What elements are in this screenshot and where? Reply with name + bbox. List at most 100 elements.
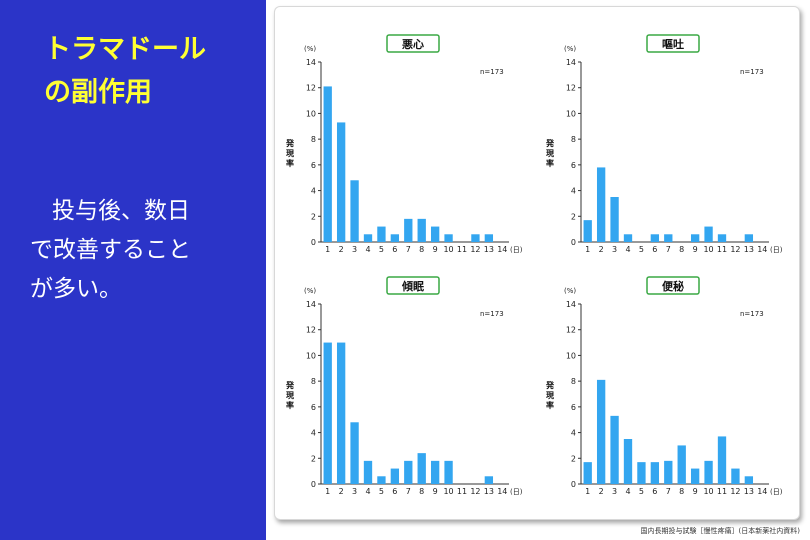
y-unit-label: (%) bbox=[564, 45, 576, 53]
bar bbox=[336, 122, 346, 242]
bar bbox=[350, 180, 359, 242]
bar bbox=[404, 218, 413, 242]
y-axis-label-char: 率 bbox=[286, 158, 294, 168]
bar bbox=[417, 218, 426, 242]
slide-body: 投与後、数日 で改善すること が多い。 bbox=[30, 192, 191, 309]
bar bbox=[650, 462, 660, 484]
x-tick-label: 3 bbox=[612, 487, 617, 496]
y-axis-label-char: 現 bbox=[286, 391, 294, 400]
y-axis-label-char: 発 bbox=[545, 138, 555, 148]
y-axis-label-char: 現 bbox=[286, 149, 294, 158]
chart-title-box bbox=[386, 276, 440, 295]
bar bbox=[596, 167, 606, 242]
bar bbox=[690, 234, 700, 242]
y-unit-label: (%) bbox=[564, 287, 576, 295]
n-label: n=173 bbox=[480, 68, 504, 76]
bar bbox=[731, 468, 740, 484]
x-tick-label: 5 bbox=[379, 245, 384, 254]
bar bbox=[444, 460, 453, 484]
y-tick-label: 14 bbox=[566, 300, 576, 309]
bar bbox=[363, 234, 373, 242]
y-tick-label: 14 bbox=[306, 300, 316, 309]
bar bbox=[444, 234, 453, 242]
y-axis-label-char: 率 bbox=[286, 400, 294, 410]
x-tick-label: 2 bbox=[599, 487, 604, 496]
x-tick-label: 13 bbox=[744, 245, 754, 254]
bar bbox=[664, 234, 673, 242]
slide-title-line: の副作用 bbox=[44, 77, 152, 108]
x-tick-label: 11 bbox=[457, 487, 467, 496]
y-tick-label: 14 bbox=[566, 58, 576, 67]
bar bbox=[390, 234, 400, 242]
x-tick-label: 6 bbox=[652, 245, 657, 254]
x-tick-label: 7 bbox=[666, 487, 671, 496]
x-tick-label: 2 bbox=[599, 245, 604, 254]
x-tick-label: 5 bbox=[639, 487, 644, 496]
x-tick-label: 14 bbox=[497, 487, 507, 496]
bar bbox=[323, 342, 332, 484]
bar bbox=[484, 234, 494, 242]
bar bbox=[363, 460, 373, 484]
bar bbox=[623, 234, 633, 242]
x-tick-label: 8 bbox=[679, 245, 684, 254]
x-tick-label: 3 bbox=[612, 245, 617, 254]
y-tick-label: 6 bbox=[571, 403, 576, 412]
slide-title: トラマドール の副作用 bbox=[44, 28, 206, 114]
x-tick-label: 1 bbox=[325, 487, 330, 496]
x-tick-label: 10 bbox=[443, 487, 453, 496]
y-tick-label: 2 bbox=[311, 212, 316, 221]
x-tick-label: 4 bbox=[625, 245, 630, 254]
y-tick-label: 2 bbox=[571, 454, 576, 463]
bar bbox=[744, 476, 754, 484]
slide-body-line: が多い。 bbox=[30, 276, 122, 302]
bar bbox=[336, 342, 346, 484]
y-tick-label: 8 bbox=[311, 377, 316, 386]
x-tick-label: 7 bbox=[666, 245, 671, 254]
y-tick-label: 10 bbox=[566, 351, 576, 360]
bar bbox=[430, 460, 440, 484]
x-tick-label: 8 bbox=[679, 487, 684, 496]
y-tick-label: 14 bbox=[306, 58, 316, 67]
x-tick-label: 5 bbox=[379, 487, 384, 496]
chart-title: 傾眠 bbox=[401, 279, 424, 293]
bar bbox=[677, 445, 686, 484]
left-panel: トラマドール の副作用 投与後、数日 で改善すること が多い。 bbox=[0, 0, 266, 540]
bar bbox=[350, 422, 359, 484]
bar bbox=[704, 226, 713, 242]
y-tick-label: 12 bbox=[306, 84, 316, 93]
x-tick-label: 9 bbox=[693, 245, 698, 254]
chart-title-box bbox=[386, 34, 440, 53]
y-axis-label-char: 発 bbox=[285, 380, 295, 390]
bar bbox=[377, 476, 386, 484]
x-tick-label: 7 bbox=[406, 245, 411, 254]
x-tick-label: 6 bbox=[392, 487, 397, 496]
x-unit-label: (日) bbox=[510, 488, 523, 496]
x-tick-label: 3 bbox=[352, 487, 357, 496]
x-tick-label: 13 bbox=[744, 487, 754, 496]
y-axis-label-char: 発 bbox=[285, 138, 295, 148]
y-unit-label: (%) bbox=[304, 45, 316, 53]
x-tick-label: 8 bbox=[419, 487, 424, 496]
x-tick-label: 9 bbox=[433, 487, 438, 496]
y-tick-label: 4 bbox=[571, 429, 576, 438]
y-tick-label: 6 bbox=[311, 403, 316, 412]
x-tick-label: 3 bbox=[352, 245, 357, 254]
bar bbox=[404, 460, 413, 484]
figure-card bbox=[274, 6, 800, 520]
y-axis-label-char: 現 bbox=[546, 391, 554, 400]
x-tick-label: 12 bbox=[470, 487, 480, 496]
x-tick-label: 14 bbox=[757, 487, 767, 496]
bar bbox=[704, 460, 713, 484]
x-tick-label: 11 bbox=[717, 487, 727, 496]
y-axis-label-char: 率 bbox=[546, 158, 554, 168]
chart-title: 便秘 bbox=[662, 279, 684, 293]
slide-body-line: 投与後、数日 bbox=[52, 198, 190, 224]
x-tick-label: 9 bbox=[433, 245, 438, 254]
bar bbox=[430, 226, 440, 242]
x-tick-label: 12 bbox=[730, 487, 740, 496]
x-tick-label: 13 bbox=[484, 245, 494, 254]
